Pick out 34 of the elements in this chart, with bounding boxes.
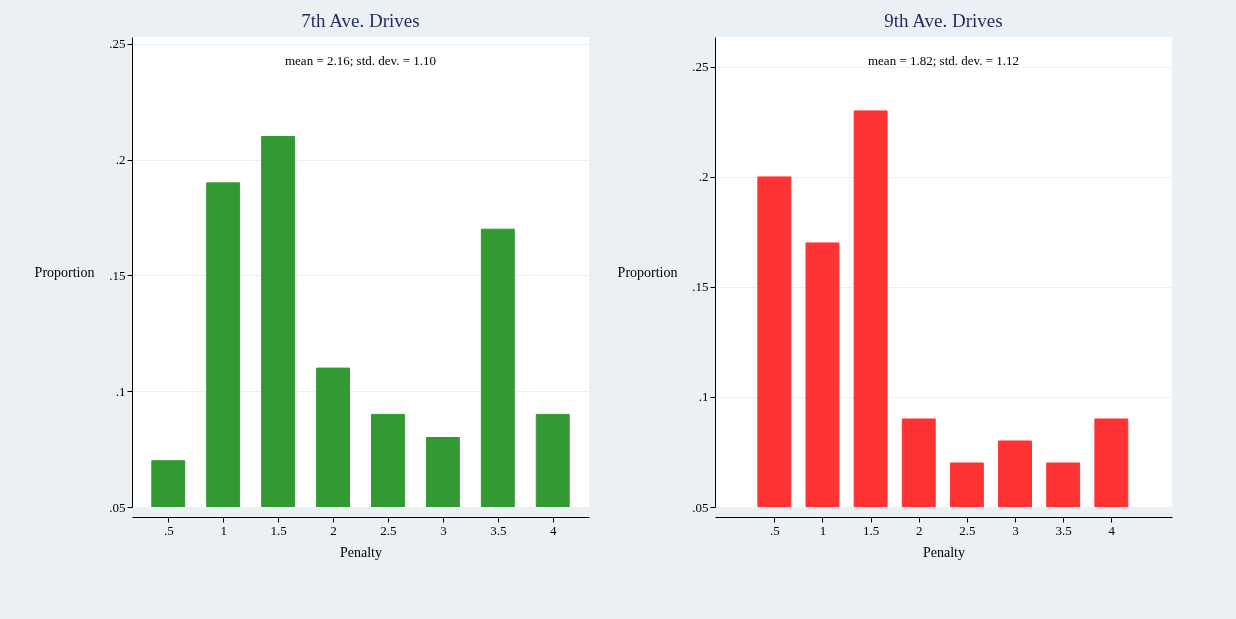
y-tick-label: .2 (115, 152, 126, 168)
x-tick-label: 2.5 (959, 522, 976, 538)
x-tick-label: 2 (916, 522, 923, 538)
x-tick-label: 1.5 (862, 522, 880, 538)
x-tick-label: 3 (1012, 522, 1019, 538)
x-tick-label: 4 (550, 522, 557, 538)
x-tick-label: 3.5 (490, 522, 507, 538)
y-tick-label: .1 (115, 383, 126, 399)
chart-title: 9th Ave. Drives (884, 10, 1003, 31)
x-tick-label: 1 (819, 522, 827, 538)
x-tick-label: .5 (769, 522, 780, 538)
y-tick-label: .15 (692, 279, 709, 295)
annotation: mean = 1.82; std. dev. = 1.12 (867, 53, 1020, 68)
y-tick-label: .05 (109, 499, 126, 515)
x-tick-label: 3 (440, 522, 447, 538)
x-tick-label: 1.5 (270, 522, 287, 538)
x-tick-label: .5 (163, 522, 174, 538)
chart-title: 7th Ave. Drives (301, 10, 420, 31)
x-axis-title: Penalty (340, 544, 382, 560)
annotation: mean = 2.16; std. dev. = 1.10 (284, 53, 437, 68)
x-tick-label: 1 (220, 522, 227, 538)
y-axis-title: Proportion (34, 264, 95, 280)
x-tick-label: 2.5 (380, 522, 397, 538)
y-tick-label: .25 (692, 59, 709, 75)
y-axis-title: Proportion (617, 264, 678, 280)
x-tick-label: 2 (330, 522, 337, 538)
x-axis-title: Penalty (923, 544, 965, 560)
x-tick-label: 3.5 (1055, 522, 1072, 538)
y-tick-label: .15 (109, 267, 126, 283)
y-tick-label: .05 (692, 499, 709, 515)
y-tick-label: .2 (698, 169, 709, 185)
y-tick-label: .1 (698, 389, 709, 405)
x-tick-label: 4 (1108, 522, 1116, 538)
y-tick-label: .25 (109, 36, 126, 52)
